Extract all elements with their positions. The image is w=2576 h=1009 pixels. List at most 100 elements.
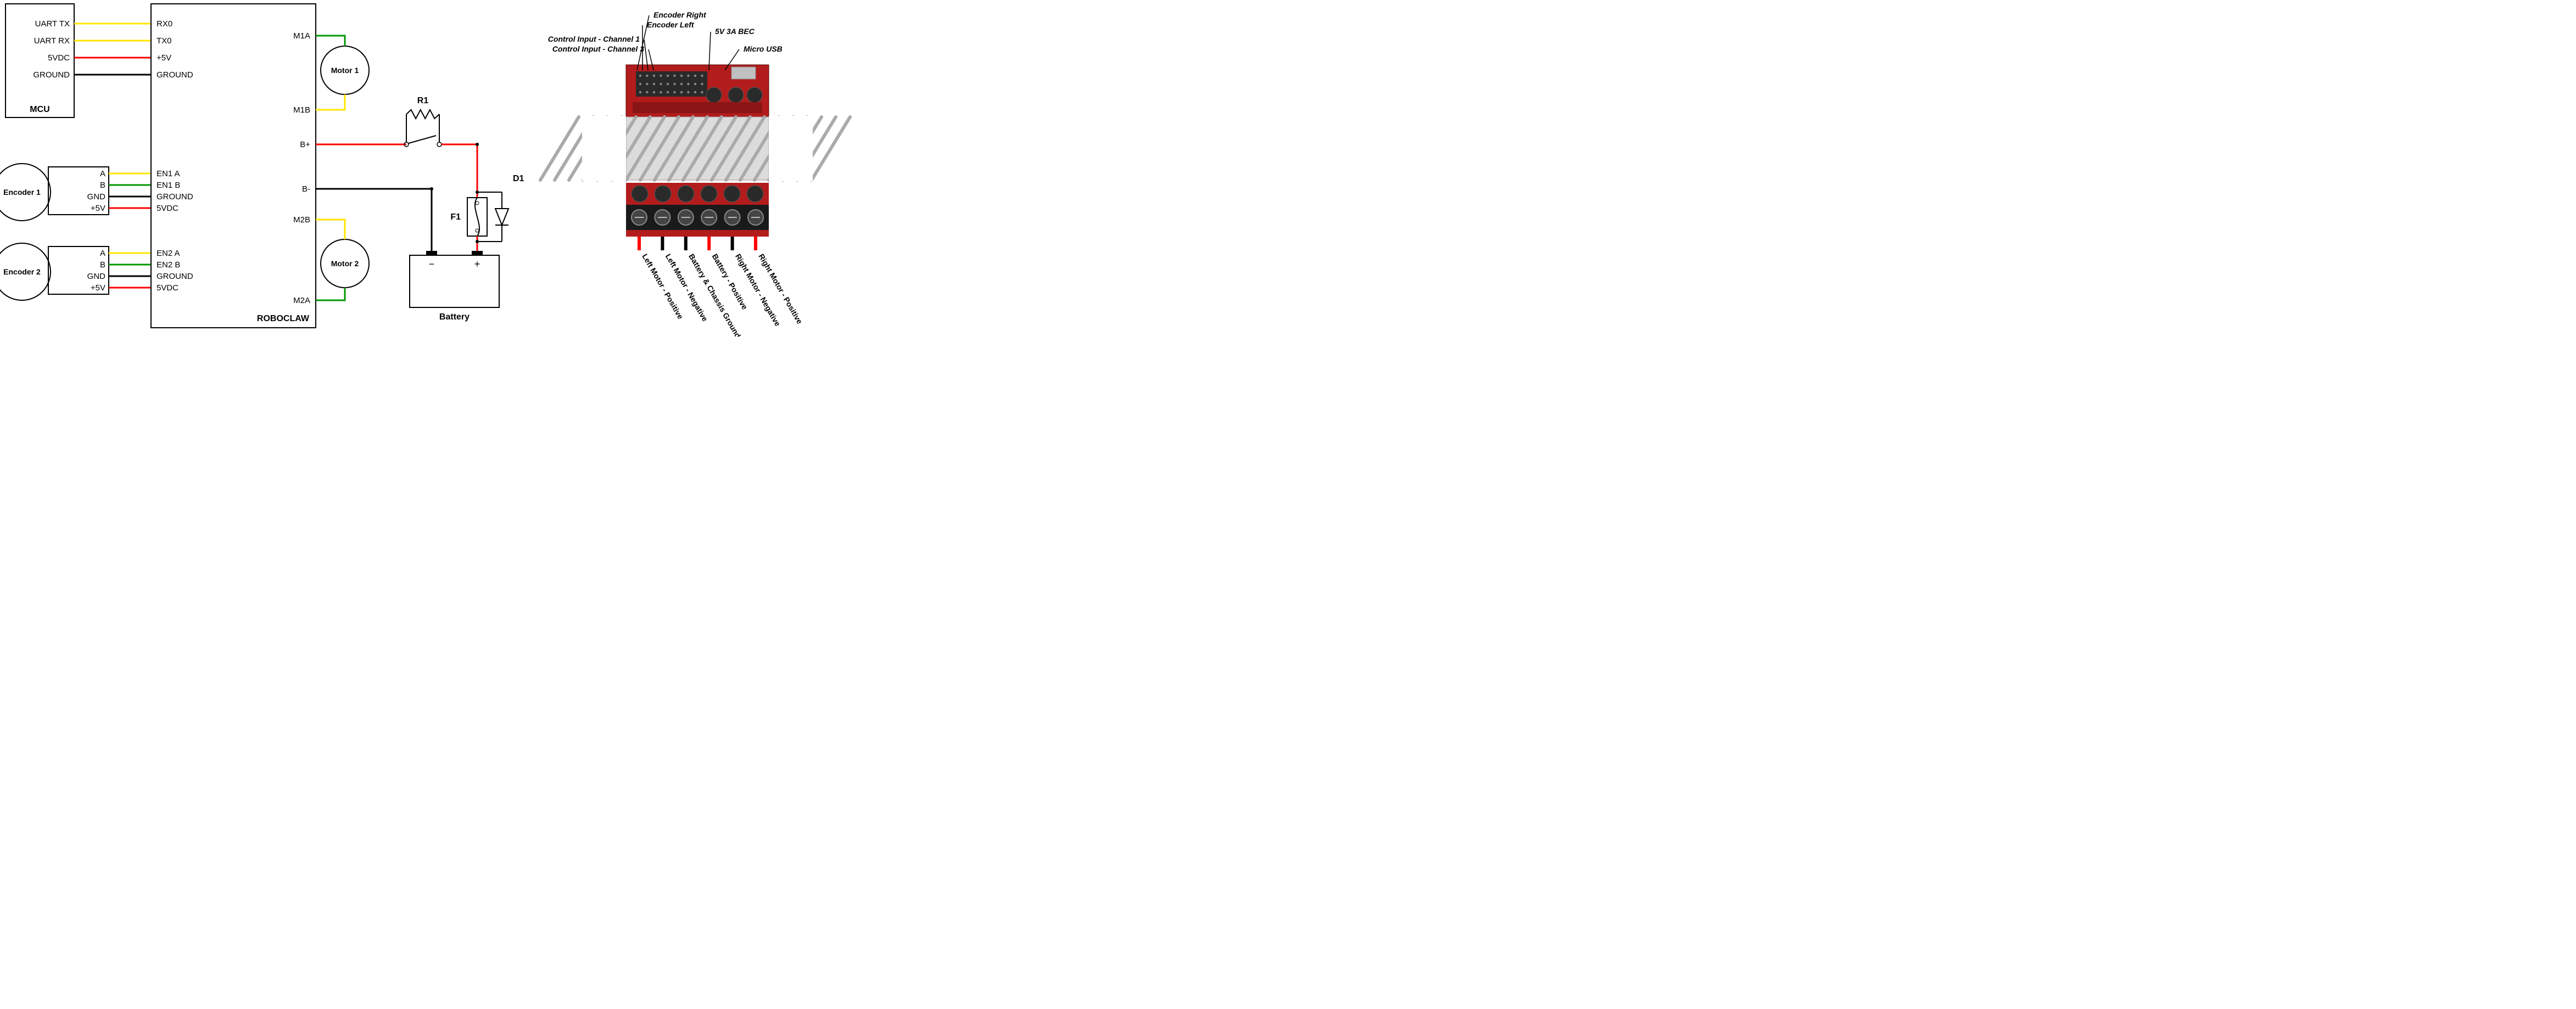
header-pin bbox=[687, 75, 689, 77]
wire-bplus-2 bbox=[442, 144, 477, 198]
board-capacitor bbox=[701, 186, 717, 202]
battery-title: Battery bbox=[439, 312, 470, 322]
encoder-pin-label: B bbox=[100, 260, 105, 270]
header-pin bbox=[694, 75, 696, 77]
d1-label: D1 bbox=[513, 174, 524, 183]
header-pin bbox=[646, 83, 648, 85]
encoder-title: Encoder 2 bbox=[3, 267, 41, 276]
wire-m2b bbox=[316, 220, 345, 239]
diode-d1 bbox=[495, 209, 509, 225]
switch-lever bbox=[409, 136, 436, 143]
mask bbox=[769, 116, 813, 181]
wire-m1b bbox=[316, 94, 345, 110]
header-pin bbox=[653, 75, 655, 77]
roboclaw-left-pin: RX0 bbox=[157, 19, 172, 29]
roboclaw-left-pin: GROUND bbox=[157, 70, 193, 80]
header-pin bbox=[694, 83, 696, 85]
board-capacitor bbox=[678, 186, 694, 202]
roboclaw-enc-pin: EN1 B bbox=[157, 181, 180, 190]
header-pin bbox=[667, 83, 669, 85]
header-pin bbox=[694, 91, 696, 93]
board-top-label: Micro USB bbox=[744, 44, 783, 53]
header-pin bbox=[660, 91, 662, 93]
battery-minus: − bbox=[429, 259, 435, 270]
board-top-label: Encoder Right bbox=[653, 10, 707, 19]
encoder-pin-label: B bbox=[100, 181, 105, 190]
roboclaw-right-pin: M1A bbox=[293, 31, 310, 41]
board-top-label: 5V 3A BEC bbox=[715, 27, 755, 36]
junction-dot bbox=[476, 240, 479, 243]
board-bottom-label: Right Motor - Positive bbox=[757, 253, 804, 326]
encoder-title: Encoder 1 bbox=[3, 188, 41, 197]
mcu-title: MCU bbox=[30, 105, 49, 114]
mcu-pin-label: UART TX bbox=[35, 19, 70, 29]
board-capacitor bbox=[747, 87, 762, 103]
header-pin bbox=[701, 75, 703, 77]
header-pin bbox=[653, 83, 655, 85]
battery-terminal-pos bbox=[472, 251, 483, 255]
board-bottom-edge bbox=[626, 230, 769, 237]
board-capacitor bbox=[724, 186, 740, 202]
header-pin bbox=[680, 75, 683, 77]
resistor-r1 bbox=[406, 110, 439, 119]
board-capacitor bbox=[728, 87, 744, 103]
mask bbox=[582, 116, 626, 181]
header-pin bbox=[687, 91, 689, 93]
board-capacitor bbox=[706, 87, 722, 103]
header-pin bbox=[667, 91, 669, 93]
roboclaw-right-pin: B- bbox=[302, 184, 310, 194]
junction-dot bbox=[476, 143, 479, 146]
switch-node bbox=[437, 142, 442, 147]
roboclaw-left-pin: +5V bbox=[157, 53, 171, 63]
roboclaw-right-pin: M2A bbox=[293, 296, 310, 305]
roboclaw-left-pin: TX0 bbox=[157, 36, 172, 46]
battery-terminal-neg bbox=[426, 251, 437, 255]
f1-label: F1 bbox=[450, 212, 461, 222]
board-bottom-label: Left Motor - Positive bbox=[640, 253, 685, 321]
roboclaw-enc-pin: 5VDC bbox=[157, 204, 178, 213]
header-pin bbox=[653, 91, 655, 93]
junction-dot bbox=[476, 190, 479, 194]
micro-usb bbox=[731, 67, 756, 79]
header-pin bbox=[639, 75, 641, 77]
wire-m2a bbox=[316, 288, 345, 300]
encoder-pin-label: A bbox=[100, 249, 105, 258]
header-pin bbox=[639, 83, 641, 85]
board-strip bbox=[633, 102, 762, 113]
roboclaw-title: ROBOCLAW bbox=[257, 314, 310, 323]
header-pin bbox=[646, 75, 648, 77]
header-pin bbox=[687, 83, 689, 85]
roboclaw-enc-pin: EN2 B bbox=[157, 260, 180, 270]
board-top-label: Control Input - Channel 1 bbox=[548, 35, 640, 43]
mcu-pin-label: UART RX bbox=[34, 36, 70, 46]
roboclaw-enc-pin: EN1 A bbox=[157, 169, 180, 178]
encoder-pin-label: A bbox=[100, 169, 105, 178]
roboclaw-enc-pin: EN2 A bbox=[157, 249, 180, 258]
roboclaw-enc-pin: GROUND bbox=[157, 192, 193, 201]
encoder-pin-label: +5V bbox=[91, 204, 105, 213]
roboclaw-enc-pin: 5VDC bbox=[157, 283, 178, 293]
board-top-label: Encoder Left bbox=[647, 20, 695, 29]
r1-label: R1 bbox=[417, 96, 429, 105]
battery-box bbox=[410, 255, 499, 307]
board-capacitor bbox=[747, 186, 763, 202]
roboclaw-right-pin: M1B bbox=[293, 105, 310, 115]
board-capacitor bbox=[632, 186, 648, 202]
header-pin bbox=[701, 83, 703, 85]
header-pin bbox=[667, 75, 669, 77]
roboclaw-right-pin: B+ bbox=[300, 140, 310, 149]
roboclaw-right-pin: M2B bbox=[293, 215, 310, 225]
fuse-dot bbox=[476, 201, 479, 205]
encoder-pin-label: GND bbox=[87, 272, 106, 281]
header-pin bbox=[639, 91, 641, 93]
motor-title: Motor 1 bbox=[331, 66, 359, 75]
board-bottom-label: Right Motor - Negative bbox=[734, 253, 783, 328]
board-bottom-label: Left Motor - Negative bbox=[664, 253, 710, 323]
wire-m1a bbox=[316, 36, 345, 46]
battery-plus: + bbox=[474, 259, 480, 270]
board-capacitor bbox=[655, 186, 671, 202]
header-pin bbox=[646, 91, 648, 93]
fuse-dot bbox=[476, 229, 479, 232]
header-pin bbox=[673, 91, 675, 93]
header-pin bbox=[701, 91, 703, 93]
